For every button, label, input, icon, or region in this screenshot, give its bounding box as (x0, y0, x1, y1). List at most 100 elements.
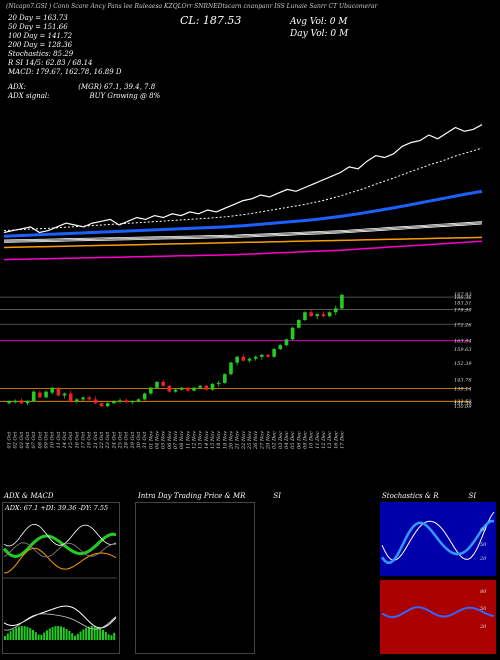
candle-body (50, 387, 55, 393)
macd-histogram-bar (110, 635, 113, 640)
price-tick-label: 132.53 (454, 399, 472, 405)
macd-histogram-bar (32, 630, 34, 640)
macd-signal-line (3, 613, 117, 631)
candle-body (68, 393, 73, 402)
stoch-tick-label: 20 (479, 556, 487, 562)
price-tick-label: 186.36 (454, 295, 472, 301)
date-tick-label: 01 Oct (7, 431, 13, 449)
overview-series-4 (3, 236, 483, 249)
date-tick-label: 05 Nov (161, 431, 167, 449)
candle-body (149, 387, 153, 394)
date-tick-label: 19 Nov (222, 431, 228, 449)
candle-body (296, 320, 301, 328)
overview-band-0 (3, 222, 483, 242)
date-tick-label: 26 Nov (253, 431, 259, 450)
date-tick-label: 13 Dec (327, 431, 333, 449)
macd-histogram-bar (12, 629, 15, 640)
candle-body (56, 388, 61, 396)
date-tick-label: 04 Nov (155, 431, 161, 449)
adx-macd-panel (2, 502, 120, 654)
adx-line-3 (3, 542, 117, 558)
candle-body (118, 400, 122, 402)
date-tick-label: 27 Nov (259, 431, 265, 450)
candle-body (327, 312, 332, 317)
candle-body (204, 385, 209, 390)
adx-line-2 (3, 523, 117, 547)
candle-body (38, 392, 42, 398)
date-tick-label: 29 Nov (265, 431, 271, 450)
macd-histogram-bar (23, 626, 26, 640)
candle-body (259, 354, 264, 357)
macd-histogram-bar (68, 630, 71, 640)
macd-histogram-bar (34, 632, 37, 640)
price-tick-label: 163.84 (454, 339, 472, 345)
rsi-tick-label: 80 (480, 589, 487, 595)
date-tick-label: 29 Oct (130, 431, 136, 450)
ema20-readout: 20 Day = 163.73 (8, 14, 68, 22)
macd-line (3, 605, 117, 629)
macd-histogram-bar (46, 630, 48, 640)
date-tick-label: 06 Nov (167, 431, 173, 449)
date-tick-label: 22 Oct (99, 431, 105, 450)
candle-body (247, 358, 252, 361)
candle-body (278, 345, 283, 350)
candle-body (25, 400, 30, 404)
macd-readout: MACD: 179.67, 162.78, 16.89 D (8, 68, 122, 76)
stoch-tick-label: 80 (480, 527, 487, 533)
date-tick-label: 04 Oct (25, 431, 31, 449)
candle-body (81, 397, 85, 400)
candle-body (130, 401, 135, 403)
date-tick-label: 01 Nov (148, 431, 154, 449)
candle-body (223, 374, 227, 383)
candle-body (321, 314, 326, 317)
price-tick-label: 172.26 (454, 322, 472, 328)
ema100-readout: 100 Day = 141.72 (8, 32, 73, 40)
date-tick-label: 17 Oct (81, 431, 87, 449)
stoch-d-line (381, 519, 495, 565)
avg-volume: Avg Vol: 0 M (290, 17, 348, 27)
candle-body (241, 356, 246, 361)
candle-body (7, 401, 11, 404)
date-tick-label: 14 Nov (204, 431, 210, 449)
candle-body (210, 383, 215, 390)
candle-body (235, 356, 239, 363)
date-tick-label: 15 Oct (68, 431, 74, 449)
macd-histogram-bar (15, 627, 18, 640)
candle-body (31, 391, 36, 402)
candle-body (340, 294, 344, 309)
candle-body (93, 399, 98, 404)
rsi-line (381, 606, 495, 619)
overview-series-1 (3, 147, 483, 232)
candle-body (229, 362, 233, 375)
macd-histogram-bar (48, 628, 51, 640)
rsi-tick-label: 50 (480, 606, 487, 612)
date-tick-label: 04 Dec (284, 431, 290, 449)
date-tick-label: 18 Nov (216, 431, 222, 449)
date-tick-label: 11 Nov (185, 431, 191, 449)
macd-histogram-bar (51, 627, 54, 640)
candle-body (142, 393, 147, 400)
stoch-rsi-title: Stochastics & R SI (382, 492, 477, 500)
price-tick-label: 183.51 (454, 301, 472, 307)
candle-body (75, 399, 79, 402)
date-tick-label: 09 Dec (302, 431, 308, 449)
rsi-tick-label: 20 (479, 624, 487, 630)
overview-series-3 (3, 221, 483, 241)
overview-band-1 (3, 223, 483, 243)
date-tick-label: 14 Oct (62, 431, 68, 449)
date-tick-label: 03 Oct (19, 431, 25, 449)
macd-histogram-bar (113, 632, 116, 640)
rsi-readout: R SI 14/5: 62.83 / 68.14 (8, 59, 93, 67)
ema200-readout: 200 Day = 128.36 (8, 41, 73, 49)
date-tick-label: 10 Dec (309, 431, 315, 449)
overview-chart (3, 124, 483, 261)
date-tick-label: 11 Oct (56, 431, 62, 449)
macd-histogram-bar (107, 634, 110, 640)
macd-histogram-bar (6, 633, 9, 640)
candle-body (44, 391, 48, 398)
candle-body (19, 400, 24, 404)
day-volume: Day Vol: 0 M (290, 29, 349, 39)
date-tick-label: 10 Oct (50, 431, 56, 449)
macd-histogram-bar (93, 626, 96, 640)
